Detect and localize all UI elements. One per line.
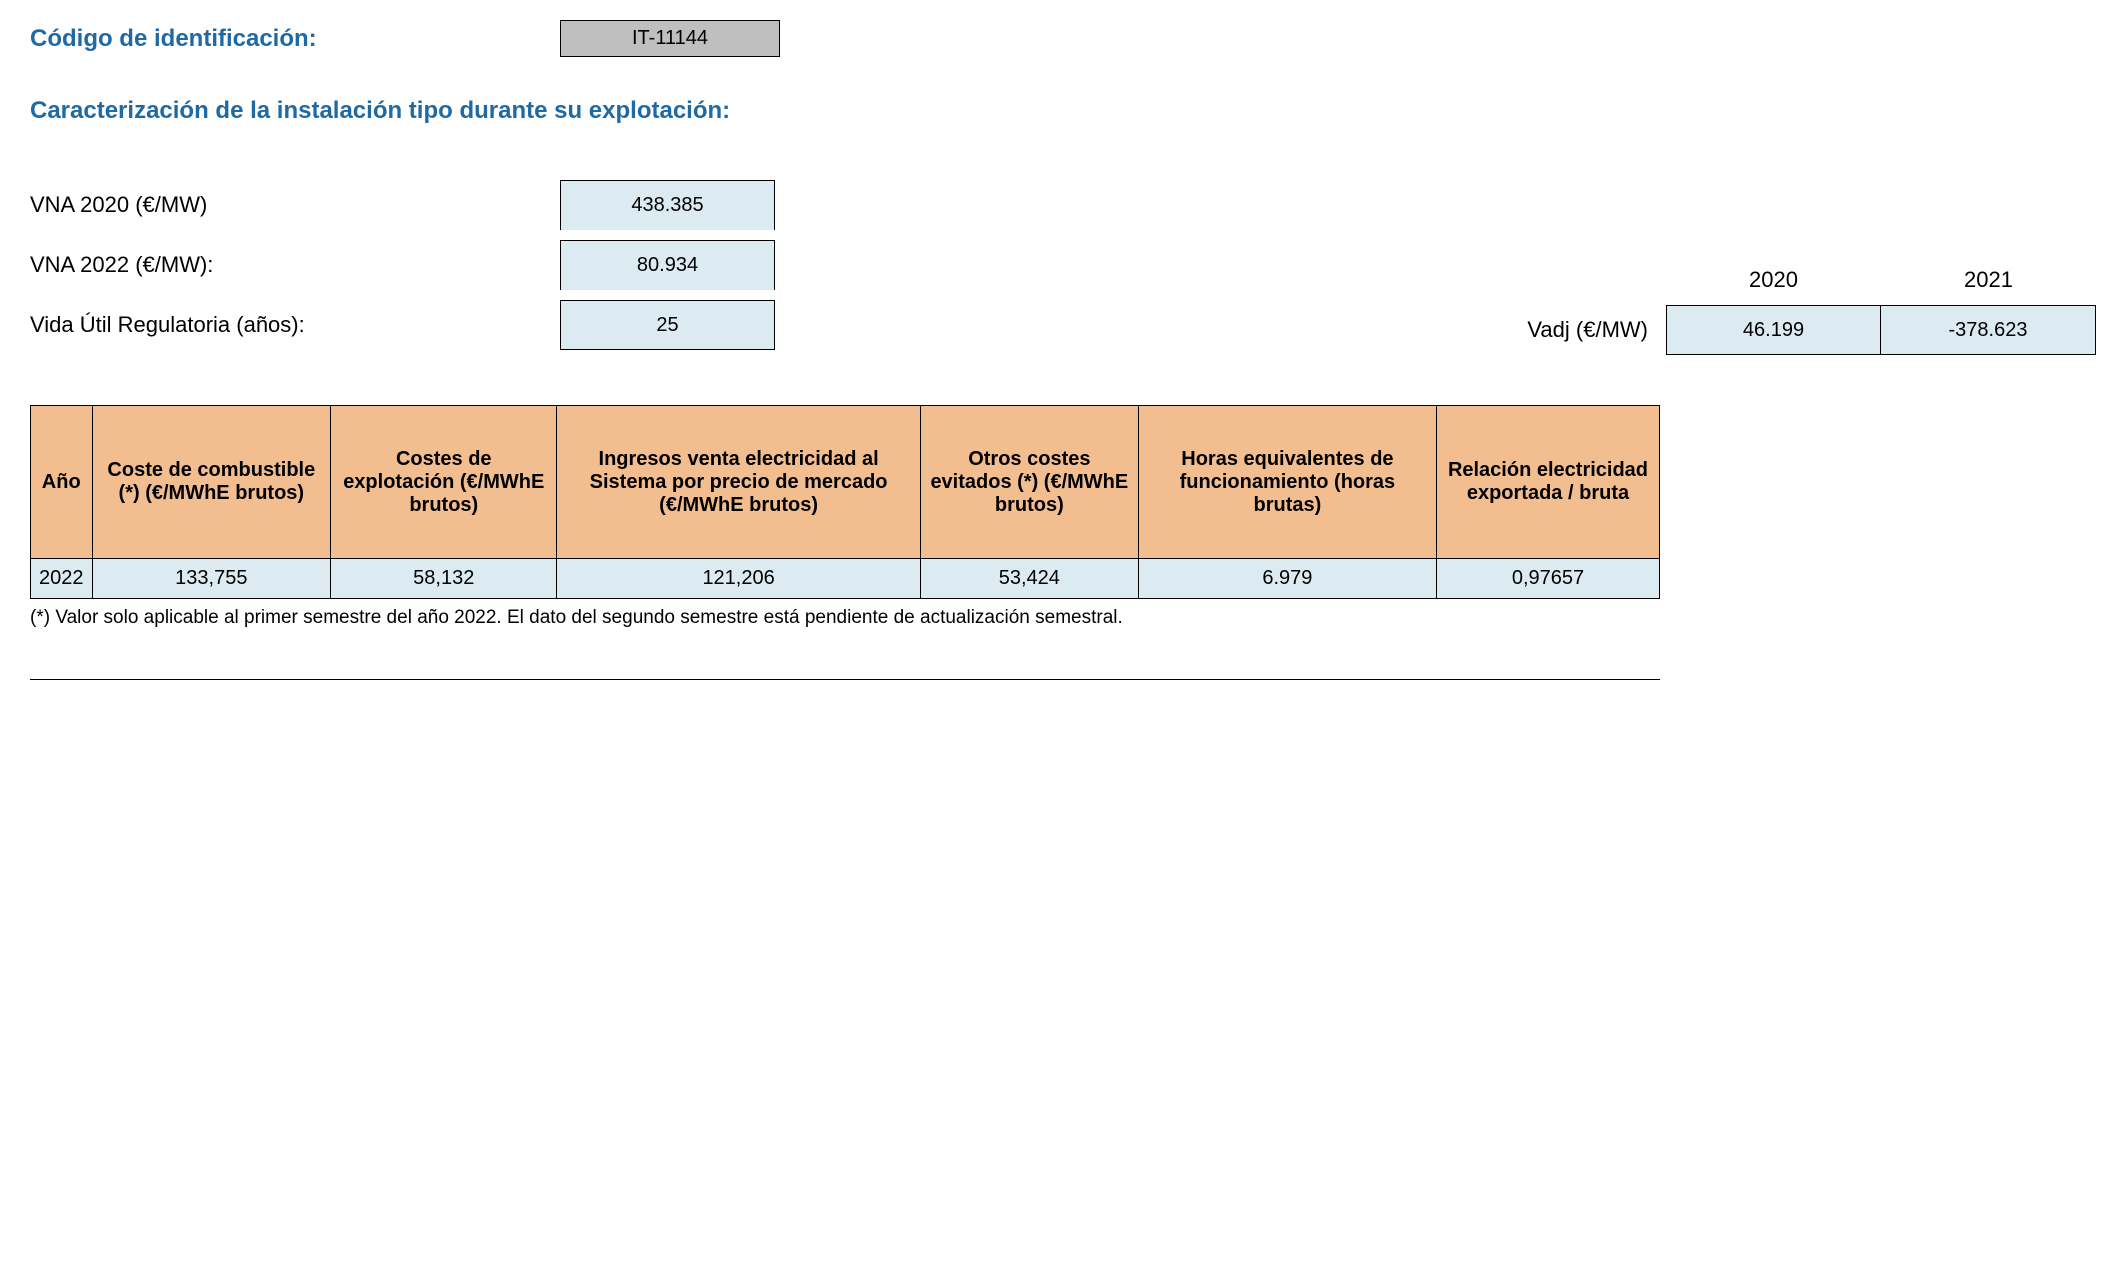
table-row: 2022 133,755 58,132 121,206 53,424 6.979… (31, 559, 1660, 599)
td-horas-equivalentes: 6.979 (1138, 559, 1436, 599)
table-header-row: Año Coste de combustible (*) (€/MWhE bru… (31, 406, 1660, 559)
td-ingresos-venta: 121,206 (557, 559, 920, 599)
th-otros-costes: Otros costes evitados (*) (€/MWhE brutos… (920, 406, 1138, 559)
vadj-value-2: -378.623 (1881, 305, 2096, 355)
th-costes-explotacion: Costes de explotación (€/MWhE brutos) (331, 406, 557, 559)
param-row-vna2020: VNA 2020 (€/MW) 438.385 (30, 175, 775, 235)
td-relacion: 0,97657 (1436, 559, 1659, 599)
vna2020-value: 438.385 (560, 180, 775, 230)
params-left: VNA 2020 (€/MW) 438.385 VNA 2022 (€/MW):… (30, 175, 775, 355)
params-area: VNA 2020 (€/MW) 438.385 VNA 2022 (€/MW):… (30, 175, 2096, 355)
th-coste-combustible: Coste de combustible (*) (€/MWhE brutos) (92, 406, 331, 559)
th-ingresos-venta: Ingresos venta electricidad al Sistema p… (557, 406, 920, 559)
th-horas-equivalentes: Horas equivalentes de funcionamiento (ho… (1138, 406, 1436, 559)
id-label: Código de identificación: (30, 25, 560, 53)
vna2022-value: 80.934 (560, 240, 775, 290)
vadj-block: 2020 2021 Vadj (€/MW) 46.199 -378.623 (1527, 267, 2096, 355)
vadj-row: Vadj (€/MW) 46.199 -378.623 (1527, 305, 2096, 355)
param-row-vidautil: Vida Útil Regulatoria (años): 25 (30, 295, 775, 355)
param-row-vna2022: VNA 2022 (€/MW): 80.934 (30, 235, 775, 295)
vadj-years: 2020 2021 (1527, 267, 2096, 305)
id-value-box: IT-11144 (560, 20, 780, 57)
vna2020-label: VNA 2020 (€/MW) (30, 192, 560, 218)
section-title: Caracterización de la instalación tipo d… (30, 97, 2096, 125)
th-ano: Año (31, 406, 93, 559)
vadj-value-1: 46.199 (1666, 305, 1881, 355)
main-table: Año Coste de combustible (*) (€/MWhE bru… (30, 405, 1660, 599)
vidautil-label: Vida Útil Regulatoria (años): (30, 312, 560, 338)
td-ano: 2022 (31, 559, 93, 599)
td-costes-explotacion: 58,132 (331, 559, 557, 599)
divider (30, 679, 1660, 680)
th-relacion: Relación electricidad exportada / bruta (1436, 406, 1659, 559)
footnote: (*) Valor solo aplicable al primer semes… (30, 607, 2096, 629)
vadj-label: Vadj (€/MW) (1527, 317, 1666, 343)
vadj-year-2: 2021 (1881, 267, 2096, 305)
td-coste-combustible: 133,755 (92, 559, 331, 599)
td-otros-costes: 53,424 (920, 559, 1138, 599)
header-row: Código de identificación: IT-11144 (30, 20, 2096, 57)
vidautil-value: 25 (560, 300, 775, 350)
vadj-year-1: 2020 (1666, 267, 1881, 305)
vna2022-label: VNA 2022 (€/MW): (30, 252, 560, 278)
